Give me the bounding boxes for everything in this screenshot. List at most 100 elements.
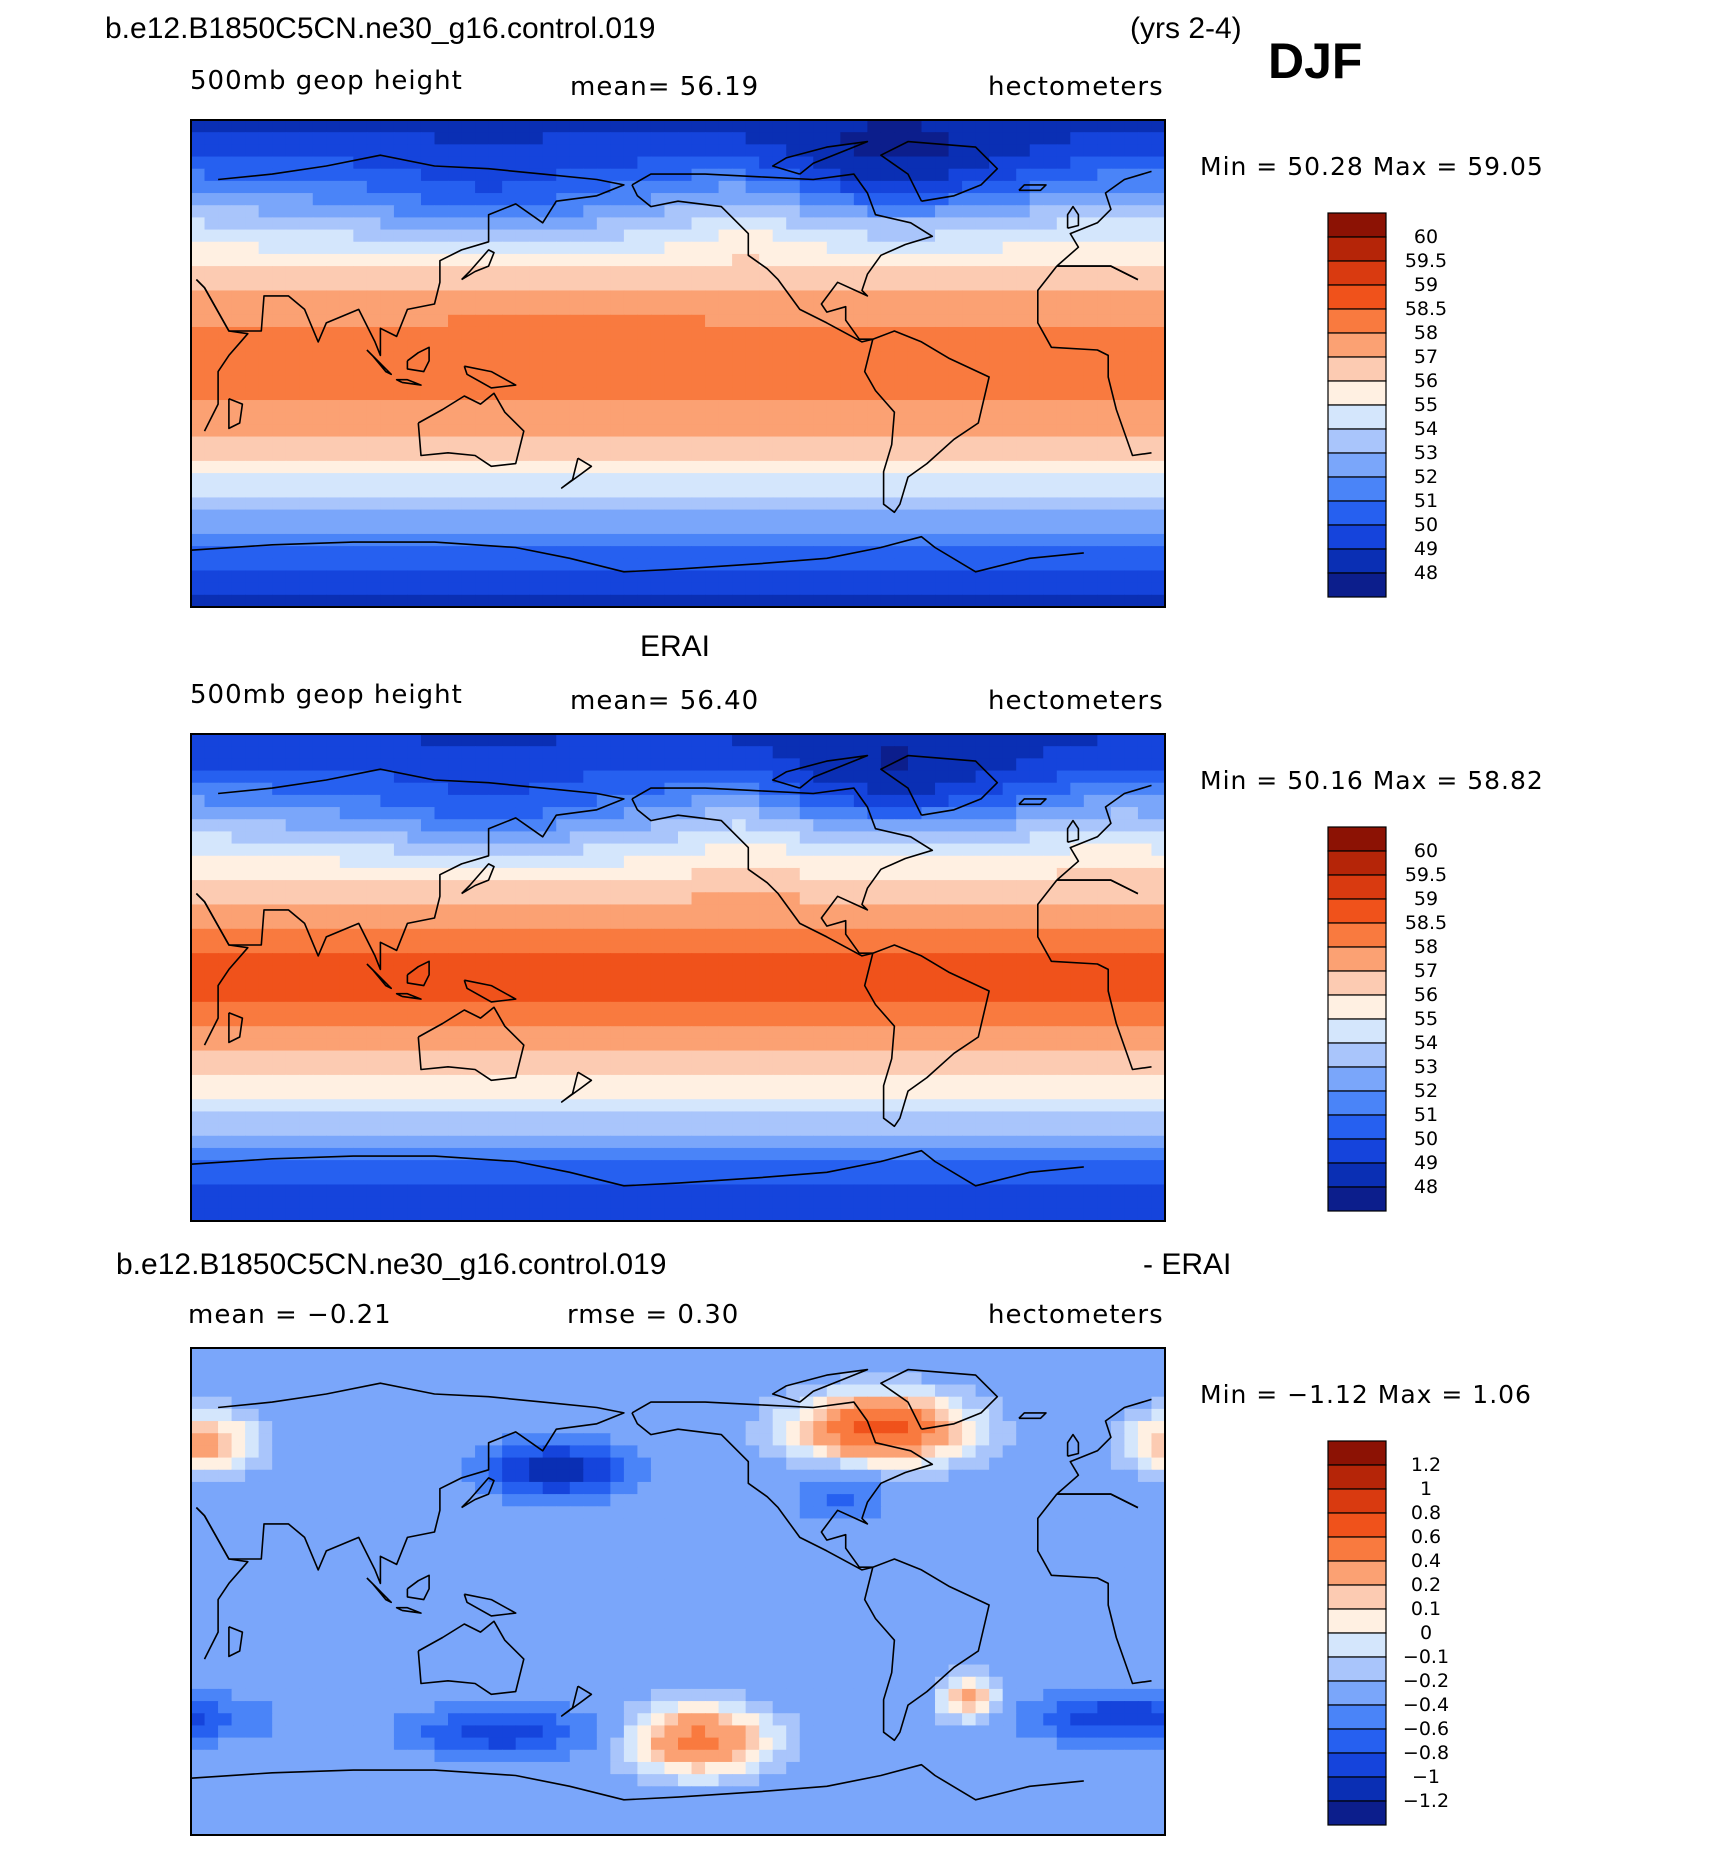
field-cell xyxy=(353,1001,368,1015)
field-cell xyxy=(907,156,923,170)
field-cell xyxy=(989,770,1004,784)
field-cell xyxy=(583,314,598,328)
field-cell xyxy=(1083,229,1098,243)
field-cell xyxy=(650,375,666,389)
field-cell xyxy=(1029,485,1044,499)
field-cell xyxy=(610,546,625,559)
field-cell xyxy=(488,953,503,966)
field-cell xyxy=(596,1014,611,1027)
field-cell xyxy=(840,460,855,474)
field-cell xyxy=(1110,989,1126,1003)
field-cell xyxy=(759,485,774,499)
field-cell xyxy=(285,770,300,784)
field-cell xyxy=(650,521,666,535)
field-cell xyxy=(556,412,571,425)
field-cell xyxy=(596,965,611,979)
field-cell xyxy=(637,546,652,559)
field-cell xyxy=(475,940,490,954)
field-cell xyxy=(204,229,219,243)
field-cell xyxy=(1056,782,1071,796)
field-cell xyxy=(245,831,260,845)
field-cell xyxy=(488,351,503,365)
field-cell xyxy=(786,1026,801,1039)
field-cell xyxy=(1029,546,1044,559)
field-cell xyxy=(380,831,395,845)
field-cell xyxy=(502,880,517,893)
field-cell xyxy=(678,180,693,194)
field-cell xyxy=(1083,302,1098,316)
field-cell xyxy=(583,904,598,918)
field-cell xyxy=(515,1001,530,1015)
field-cell xyxy=(515,473,530,486)
field-cell xyxy=(191,570,206,584)
field-cell xyxy=(204,132,219,145)
field-cell xyxy=(975,180,990,194)
field-cell xyxy=(799,904,814,918)
field-cell xyxy=(231,424,246,438)
field-cell xyxy=(434,387,449,401)
field-cell xyxy=(705,1026,720,1039)
field-cell xyxy=(448,278,463,292)
field-cell xyxy=(1151,180,1166,194)
field-cell xyxy=(326,977,341,991)
field-cell xyxy=(759,904,774,918)
field-cell xyxy=(664,880,679,893)
field-cell xyxy=(867,867,882,881)
field-cell xyxy=(326,533,341,547)
field-cell xyxy=(326,1074,341,1088)
field-cell xyxy=(1110,363,1126,377)
field-cell xyxy=(1043,770,1058,784)
field-cell xyxy=(461,953,476,966)
field-cell xyxy=(948,867,963,881)
field-cell xyxy=(962,734,977,747)
field-cell xyxy=(312,521,327,535)
field-cell xyxy=(772,144,787,158)
field-cell xyxy=(1029,794,1044,808)
field-cell xyxy=(191,278,206,292)
field-cell xyxy=(705,302,720,316)
field-cell xyxy=(285,570,300,584)
field-cell xyxy=(231,819,246,833)
field-cell xyxy=(1029,989,1044,1003)
field-cell xyxy=(502,193,517,206)
field-cell xyxy=(1110,965,1126,979)
field-cell xyxy=(664,278,679,292)
field-cell xyxy=(1043,928,1058,942)
field-cell xyxy=(826,521,841,535)
field-cell xyxy=(204,363,219,377)
field-cell xyxy=(312,205,327,219)
field-cell xyxy=(705,734,720,747)
field-cell xyxy=(637,758,652,772)
field-cell xyxy=(610,314,625,328)
field-cell xyxy=(1137,867,1153,881)
field-cell xyxy=(935,229,950,243)
field-cell xyxy=(718,497,733,511)
field-cell xyxy=(880,485,896,499)
field-cell xyxy=(204,734,219,747)
field-cell xyxy=(1083,424,1098,438)
field-cell xyxy=(772,1026,787,1039)
field-cell xyxy=(542,582,557,596)
field-cell xyxy=(935,940,950,954)
field-cell xyxy=(826,302,841,316)
field-cell xyxy=(299,253,314,267)
field-cell xyxy=(989,387,1004,401)
field-cell xyxy=(204,497,219,511)
field-cell xyxy=(691,594,706,608)
field-cell xyxy=(1110,180,1126,194)
field-cell xyxy=(1110,132,1126,145)
field-cell xyxy=(1083,375,1098,389)
field-cell xyxy=(759,1038,774,1052)
field-cell xyxy=(461,205,476,219)
colorbar-label: 58 xyxy=(1414,322,1438,344)
field-cell xyxy=(407,460,422,474)
field-cell xyxy=(299,1001,314,1015)
field-cell xyxy=(678,1014,693,1027)
field-cell xyxy=(799,180,814,194)
field-cell xyxy=(840,180,855,194)
field-cell xyxy=(732,1001,747,1015)
field-cell xyxy=(948,1050,963,1064)
field-cell xyxy=(596,132,611,145)
field-cell xyxy=(245,794,260,808)
field-cell xyxy=(1016,339,1031,352)
